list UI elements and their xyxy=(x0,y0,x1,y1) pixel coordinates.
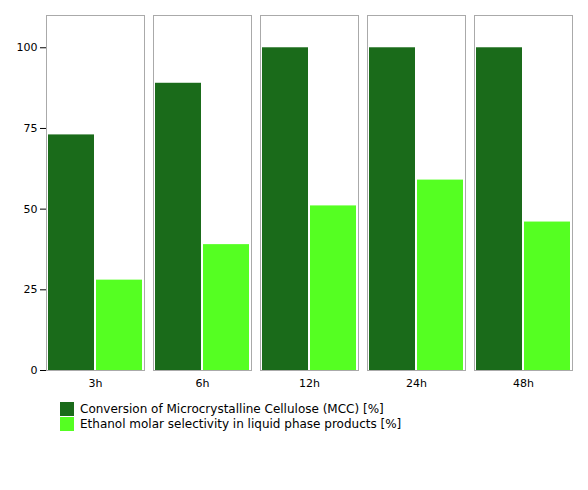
svg-text:50: 50 xyxy=(24,203,38,216)
svg-text:12h: 12h xyxy=(299,377,320,390)
html-text:Conversion of Microcrystalline: Conversion of Microcrystalline Cellulose… xyxy=(80,402,384,416)
svg-text:6h: 6h xyxy=(196,377,210,390)
svg-text:48h: 48h xyxy=(513,377,534,390)
html-text:Ethanol molar selectivity in l: Ethanol molar selectivity in liquid phas… xyxy=(80,417,402,431)
svg-text:25: 25 xyxy=(24,283,38,296)
svg-text:3h: 3h xyxy=(89,377,103,390)
svg-text:0: 0 xyxy=(31,364,38,377)
svg-text:24h: 24h xyxy=(406,377,427,390)
svg-text:75: 75 xyxy=(24,122,38,135)
svg-text:100: 100 xyxy=(17,41,38,54)
